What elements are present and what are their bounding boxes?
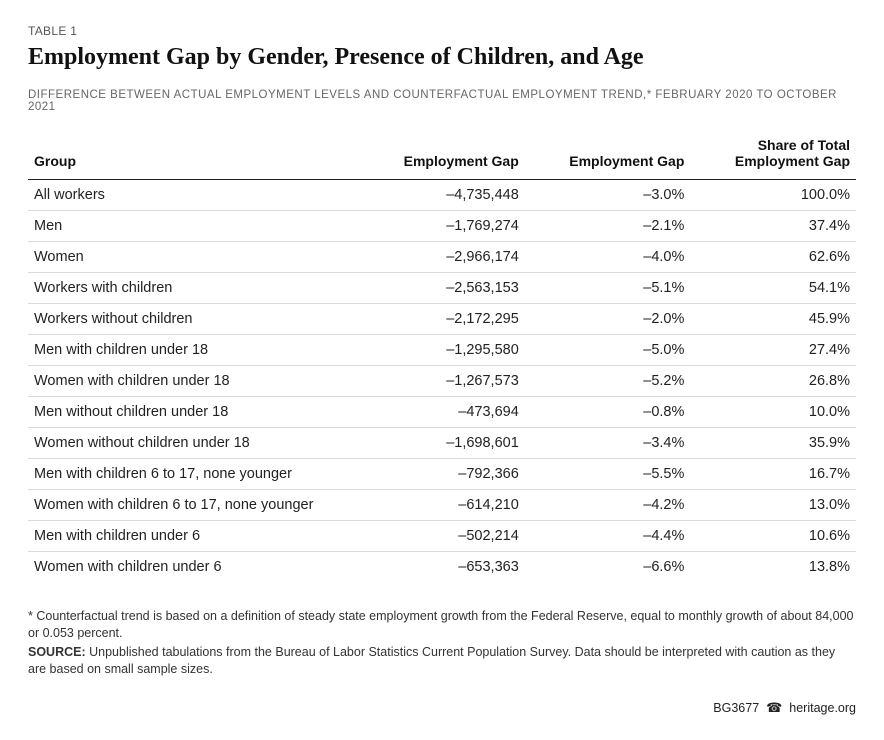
table-label: TABLE 1	[28, 24, 856, 38]
cell-share: 16.7%	[690, 459, 856, 490]
cell-pct: –5.1%	[525, 273, 691, 304]
cell-pct: –5.5%	[525, 459, 691, 490]
table-row: Workers with children–2,563,153–5.1%54.1…	[28, 273, 856, 304]
cell-gap: –1,295,580	[359, 335, 525, 366]
cell-pct: –5.0%	[525, 335, 691, 366]
cell-gap: –2,966,174	[359, 242, 525, 273]
cell-pct: –4.4%	[525, 521, 691, 552]
table-row: Women–2,966,174–4.0%62.6%	[28, 242, 856, 273]
col-header-group: Group	[28, 129, 359, 180]
employment-gap-table: Group Employment Gap Employment Gap Shar…	[28, 129, 856, 582]
table-row: Men–1,769,274–2.1%37.4%	[28, 211, 856, 242]
cell-share: 27.4%	[690, 335, 856, 366]
cell-group: Women with children under 18	[28, 366, 359, 397]
cell-share: 54.1%	[690, 273, 856, 304]
cell-share: 45.9%	[690, 304, 856, 335]
cell-pct: –3.4%	[525, 428, 691, 459]
table-header-row: Group Employment Gap Employment Gap Shar…	[28, 129, 856, 180]
cell-share: 26.8%	[690, 366, 856, 397]
cell-pct: –5.2%	[525, 366, 691, 397]
table-row: Men without children under 18–473,694–0.…	[28, 397, 856, 428]
cell-pct: –2.1%	[525, 211, 691, 242]
table-row: Women with children 6 to 17, none younge…	[28, 490, 856, 521]
table-row: All workers–4,735,448–3.0%100.0%	[28, 180, 856, 211]
cell-gap: –2,172,295	[359, 304, 525, 335]
table-title: Employment Gap by Gender, Presence of Ch…	[28, 44, 856, 71]
cell-gap: –1,267,573	[359, 366, 525, 397]
table-subtitle: DIFFERENCE BETWEEN ACTUAL EMPLOYMENT LEV…	[28, 89, 856, 113]
cell-share: 10.6%	[690, 521, 856, 552]
table-row: Men with children 6 to 17, none younger–…	[28, 459, 856, 490]
cell-pct: –3.0%	[525, 180, 691, 211]
cell-group: Workers with children	[28, 273, 359, 304]
cell-group: Men with children under 18	[28, 335, 359, 366]
cell-gap: –653,363	[359, 552, 525, 583]
cell-gap: –2,563,153	[359, 273, 525, 304]
cell-share: 13.8%	[690, 552, 856, 583]
cell-gap: –792,366	[359, 459, 525, 490]
table-row: Women with children under 6–653,363–6.6%…	[28, 552, 856, 583]
cell-share: 10.0%	[690, 397, 856, 428]
cell-group: Men without children under 18	[28, 397, 359, 428]
cell-gap: –473,694	[359, 397, 525, 428]
source-line: SOURCE: Unpublished tabulations from the…	[28, 644, 856, 678]
footnote: * Counterfactual trend is based on a def…	[28, 608, 856, 642]
table-row: Women with children under 18–1,267,573–5…	[28, 366, 856, 397]
footer-site: heritage.org	[789, 701, 856, 715]
cell-gap: –614,210	[359, 490, 525, 521]
footer-code: BG3677	[713, 701, 759, 715]
cell-share: 100.0%	[690, 180, 856, 211]
cell-group: Workers without children	[28, 304, 359, 335]
cell-pct: –2.0%	[525, 304, 691, 335]
cell-pct: –6.6%	[525, 552, 691, 583]
table-body: All workers–4,735,448–3.0%100.0%Men–1,76…	[28, 180, 856, 583]
cell-group: Women without children under 18	[28, 428, 359, 459]
col-header-share: Share of Total Employment Gap	[690, 129, 856, 180]
col-header-pct: Employment Gap	[525, 129, 691, 180]
cell-group: Men with children 6 to 17, none younger	[28, 459, 359, 490]
table-row: Workers without children–2,172,295–2.0%4…	[28, 304, 856, 335]
table-row: Men with children under 6–502,214–4.4%10…	[28, 521, 856, 552]
source-text: Unpublished tabulations from the Bureau …	[28, 645, 835, 676]
cell-group: Women	[28, 242, 359, 273]
cell-pct: –4.2%	[525, 490, 691, 521]
cell-share: 37.4%	[690, 211, 856, 242]
cell-group: Men	[28, 211, 359, 242]
cell-gap: –1,769,274	[359, 211, 525, 242]
cell-group: All workers	[28, 180, 359, 211]
cell-share: 35.9%	[690, 428, 856, 459]
cell-group: Men with children under 6	[28, 521, 359, 552]
cell-pct: –4.0%	[525, 242, 691, 273]
cell-share: 13.0%	[690, 490, 856, 521]
cell-group: Women with children 6 to 17, none younge…	[28, 490, 359, 521]
cell-group: Women with children under 6	[28, 552, 359, 583]
cell-gap: –4,735,448	[359, 180, 525, 211]
source-label: SOURCE:	[28, 645, 86, 659]
table-row: Men with children under 18–1,295,580–5.0…	[28, 335, 856, 366]
table-row: Women without children under 18–1,698,60…	[28, 428, 856, 459]
cell-gap: –502,214	[359, 521, 525, 552]
col-header-gap: Employment Gap	[359, 129, 525, 180]
cell-share: 62.6%	[690, 242, 856, 273]
cell-pct: –0.8%	[525, 397, 691, 428]
cell-gap: –1,698,601	[359, 428, 525, 459]
